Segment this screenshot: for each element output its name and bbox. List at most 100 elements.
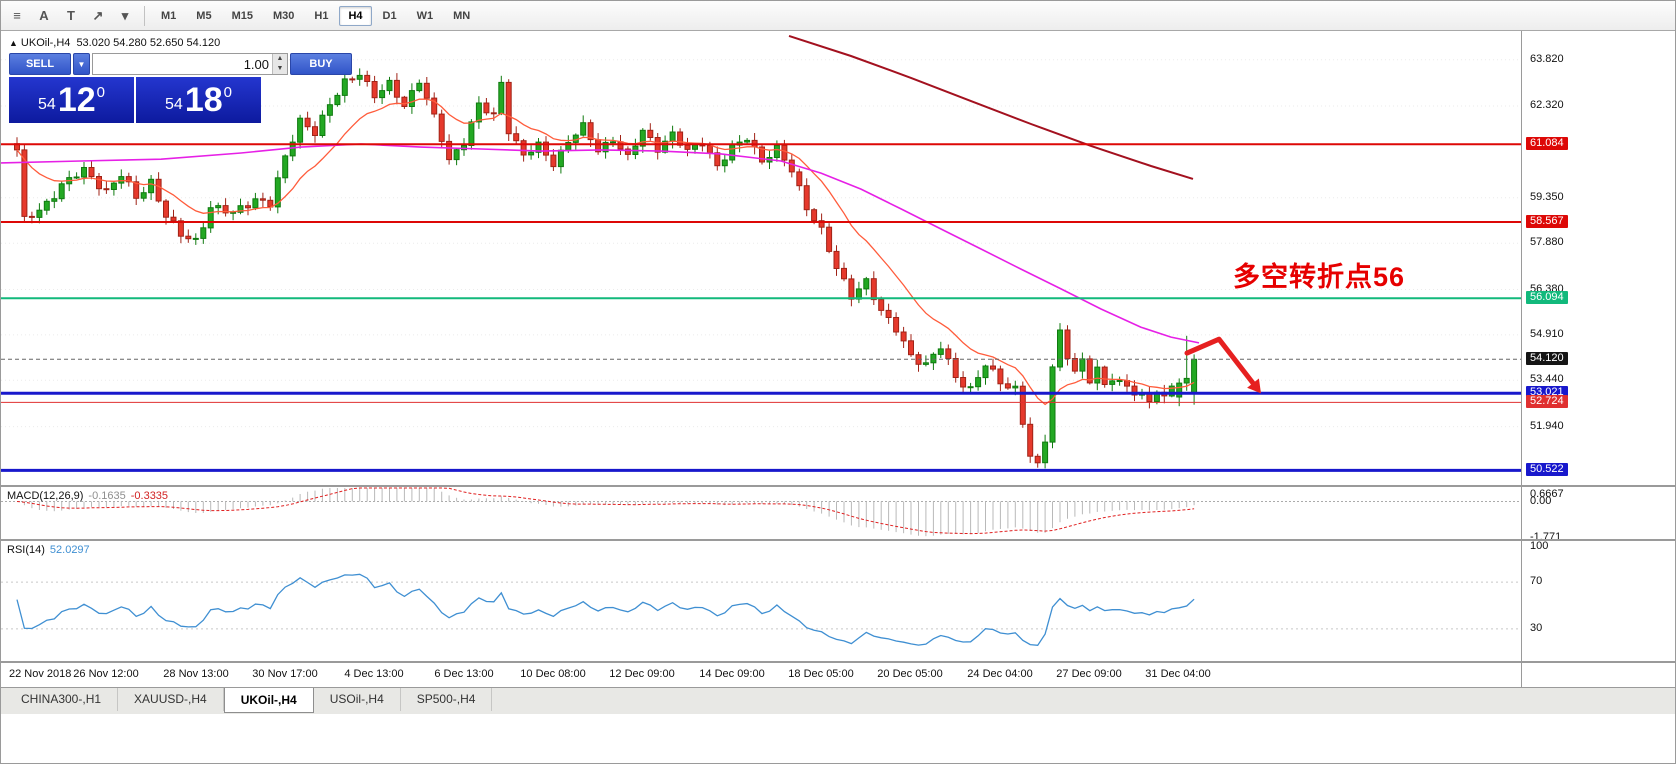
one-click-trading-panel: SELL ▼ ▲ ▼ BUY 54 12 0 54 — [9, 53, 352, 123]
label-tool-icon[interactable]: T — [67, 8, 75, 23]
panel-resize-separator[interactable] — [1, 661, 1675, 663]
macd-signal-value: -0.3335 — [130, 490, 169, 502]
time-axis[interactable]: 22 Nov 2018 26 Nov 12:00 28 Nov 13:00 30 No… — [1, 663, 1521, 687]
chart-tab-usoil-h4[interactable]: USOil-,H4 — [314, 688, 401, 711]
time-label: 10 Dec 08:00 — [520, 668, 586, 680]
timeframe-h4-button[interactable]: H4 — [339, 5, 372, 26]
time-label: 12 Dec 09:00 — [609, 668, 675, 680]
sell-price-pips: 12 — [57, 81, 96, 119]
drawing-tools-group: ≡ A T ↗ ▾ — [5, 5, 137, 27]
time-label: 26 Nov 12:00 — [73, 668, 139, 680]
chart-header: ▲ UKOil-,H4 53.020 54.280 52.650 54.120 — [9, 37, 220, 49]
chart-list-icon[interactable]: ≡ — [13, 8, 21, 23]
buy-price-button[interactable]: 54 18 0 — [136, 77, 261, 123]
timeframe-mn-button[interactable]: MN — [453, 9, 471, 22]
price-tick-label: 51.940 — [1530, 420, 1564, 432]
timeframe-d1-button[interactable]: D1 — [382, 9, 397, 22]
symbol-marker-icon: ▲ — [9, 38, 18, 48]
timeframe-w1-button[interactable]: W1 — [416, 9, 434, 22]
time-label: 14 Dec 09:00 — [699, 668, 765, 680]
buy-price-point: 0 — [223, 83, 232, 101]
timeframe-m30-button[interactable]: M30 — [272, 9, 295, 22]
price-tick-label: 53.440 — [1530, 373, 1564, 385]
chart-tab-china300-h1[interactable]: CHINA300-,H1 — [5, 688, 119, 711]
volume-input[interactable] — [93, 54, 272, 74]
price-line-label: 50.522 — [1526, 463, 1568, 476]
price-tick-label: 100 — [1530, 540, 1549, 552]
macd-label: MACD(12,26,9) -0.1635 -0.3335 — [7, 490, 173, 502]
panel-resize-separator[interactable] — [1, 485, 1675, 487]
rsi-name: RSI(14) — [7, 544, 45, 556]
annotation-text[interactable]: 多空转折点56 — [1233, 262, 1406, 292]
timeframe-m15-button[interactable]: M15 — [231, 9, 253, 22]
price-line-label: 61.084 — [1526, 137, 1568, 150]
time-label: 27 Dec 09:00 — [1056, 668, 1122, 680]
price-tick-label: 54.910 — [1530, 328, 1564, 340]
rsi-chart[interactable] — [1, 541, 1521, 661]
price-line-label: 54.120 — [1526, 352, 1568, 365]
chart-tab-xauusd-h4[interactable]: XAUUSD-,H4 — [118, 688, 224, 711]
draw-tools-icon[interactable]: ↗ — [92, 7, 104, 23]
volume-spinner: ▲ ▼ — [272, 54, 287, 74]
axis-separator — [1521, 31, 1522, 687]
price-tick-label: 63.820 — [1530, 53, 1564, 65]
price-tick-label: 0.6667 — [1530, 488, 1564, 500]
sell-price-button[interactable]: 54 12 0 — [9, 77, 134, 123]
price-tick-label: 62.320 — [1530, 99, 1564, 111]
price-axis[interactable]: 63.820 62.320 59.350 57.880 56.380 54.910 53.4… — [1522, 1, 1675, 715]
price-tick-label: 57.880 — [1530, 236, 1564, 248]
volume-field: ▲ ▼ — [92, 53, 288, 75]
macd-panel: MACD(12,26,9) -0.1635 -0.3335 — [1, 487, 1521, 539]
sell-price-point: 0 — [96, 83, 105, 101]
macd-chart[interactable] — [1, 487, 1521, 539]
chart-tab-ukoil-h4[interactable]: UKOil-,H4 — [223, 688, 314, 713]
buy-button[interactable]: BUY — [290, 53, 352, 75]
volume-decrease-button[interactable]: ▼ — [276, 65, 284, 72]
time-label: 28 Nov 13:00 — [163, 668, 229, 680]
macd-main-value: -0.1635 — [88, 490, 126, 502]
time-label: 31 Dec 04:00 — [1145, 668, 1211, 680]
sell-button[interactable]: SELL — [9, 53, 71, 75]
toolbar-separator — [144, 5, 145, 26]
time-label: 30 Nov 17:00 — [252, 668, 318, 680]
rsi-label: RSI(14) 52.0297 — [7, 544, 95, 556]
rsi-panel: RSI(14) 52.0297 — [1, 541, 1521, 661]
toolbar: ≡ A T ↗ ▾ M1 M5 M15 M30 H1 H4 D1 W1 MN — [1, 1, 1675, 31]
buy-price-major: 54 — [165, 96, 183, 113]
price-line-label: 58.567 — [1526, 215, 1568, 228]
time-label: 18 Dec 05:00 — [788, 668, 854, 680]
time-label: 6 Dec 13:00 — [434, 668, 494, 680]
price-tick-label: 30 — [1530, 622, 1543, 634]
price-line-label: 56.094 — [1526, 291, 1568, 304]
main-chart-panel: ▲ UKOil-,H4 53.020 54.280 52.650 54.120 SE… — [1, 31, 1521, 485]
candlestick-chart[interactable] — [1, 31, 1521, 485]
buy-price-pips: 18 — [184, 81, 223, 119]
volume-dropdown-button[interactable]: ▼ — [73, 53, 90, 75]
time-label: 24 Dec 04:00 — [967, 668, 1033, 680]
trade-controls-row: SELL ▼ ▲ ▼ BUY — [9, 53, 352, 75]
time-label: 4 Dec 13:00 — [344, 668, 404, 680]
text-tool-icon[interactable]: A — [39, 8, 49, 23]
macd-name: MACD(12,26,9) — [7, 490, 84, 502]
chart-ohlc-values: 53.020 54.280 52.650 54.120 — [76, 37, 221, 49]
timeframe-group: M1 M5 M15 M30 H1 H4 D1 W1 MN — [152, 5, 479, 26]
timeframe-h1-button[interactable]: H1 — [314, 9, 329, 22]
chart-symbol-label: UKOil-,H4 — [20, 37, 71, 49]
trade-price-row: 54 12 0 54 18 0 — [9, 77, 261, 123]
time-label: 20 Dec 05:00 — [877, 668, 943, 680]
volume-increase-button[interactable]: ▲ — [276, 55, 284, 62]
timeframe-m5-button[interactable]: M5 — [196, 9, 212, 22]
price-tick-label: 59.350 — [1530, 191, 1564, 203]
price-tick-label: 0.00 — [1530, 495, 1552, 507]
price-tick-label: 70 — [1530, 575, 1543, 587]
chevron-down-icon[interactable]: ▾ — [121, 7, 129, 23]
time-label: 22 Nov 2018 — [9, 668, 72, 680]
chart-tabs-bar: CHINA300-,H1 XAUUSD-,H4 UKOil-,H4 USOil-,H4… — [1, 687, 1675, 714]
panel-resize-separator[interactable] — [1, 539, 1675, 541]
chart-tab-sp500-h4[interactable]: SP500-,H4 — [401, 688, 493, 711]
timeframe-m1-button[interactable]: M1 — [161, 9, 177, 22]
price-line-label: 52.724 — [1526, 395, 1568, 408]
chevron-down-icon: ▼ — [77, 59, 86, 69]
rsi-value: 52.0297 — [49, 544, 90, 556]
